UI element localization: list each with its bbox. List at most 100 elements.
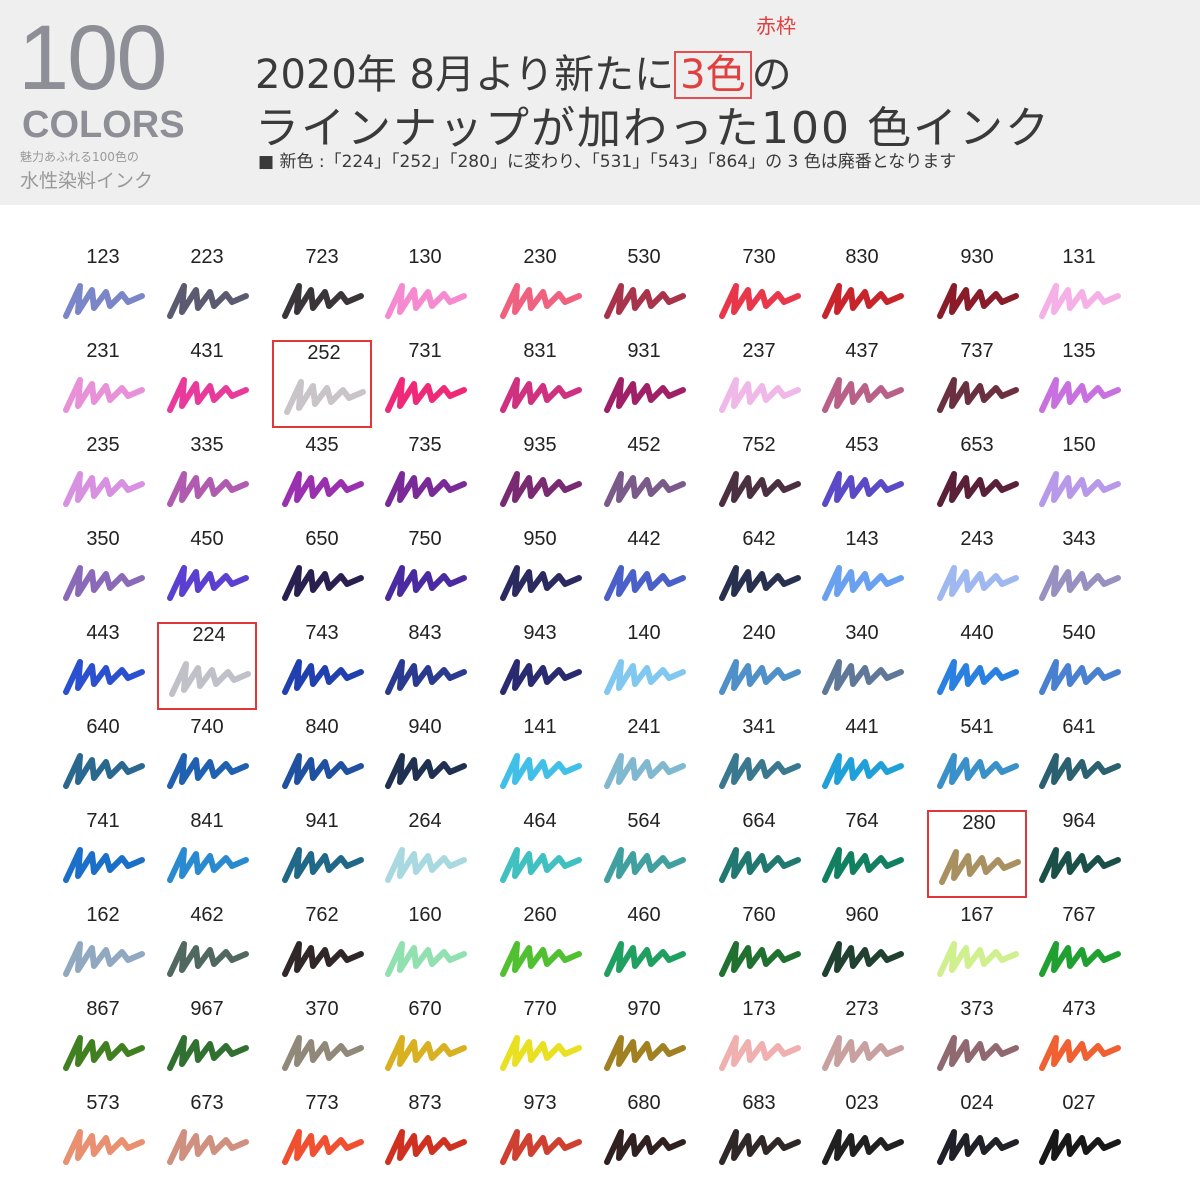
swatch-435: 435 [272,434,372,522]
ink-stroke-path [284,379,366,415]
ink-stroke [500,565,582,601]
swatch-code: 970 [627,998,661,1020]
ink-stroke [385,471,467,507]
swatch-code: 737 [960,340,994,362]
ink-stroke-path [604,1129,686,1165]
ink-stroke-path [63,565,145,601]
swatch-150: 150 [1029,434,1129,522]
swatch-143: 143 [812,528,912,616]
ink-stroke-path [719,847,801,883]
ink-stroke [385,1035,467,1071]
ink-stroke-path [1039,847,1121,883]
ink-stroke [822,1035,904,1071]
swatch-767: 767 [1029,904,1129,992]
swatch-code: 260 [523,904,557,926]
ink-stroke [385,753,467,789]
ink-stroke-path [719,659,801,695]
swatch-code: 240 [742,622,776,644]
ink-stroke [63,283,145,319]
ink-stroke [719,377,801,413]
ink-stroke [282,847,364,883]
swatch-770: 770 [490,998,590,1086]
ink-stroke [500,659,582,695]
ink-stroke [284,379,366,415]
swatch-code: 973 [523,1092,557,1114]
ink-stroke-path [63,941,145,977]
swatch-code: 930 [960,246,994,268]
swatch-024: 024 [927,1092,1027,1180]
ink-stroke [719,1129,801,1165]
ink-stroke [63,565,145,601]
ink-stroke-path [500,847,582,883]
swatch-462: 462 [157,904,257,992]
swatch-code: 173 [742,998,776,1020]
swatch-code: 431 [190,340,224,362]
swatch-840: 840 [272,716,372,804]
headline-post: の [751,52,792,98]
swatch-code: 162 [86,904,120,926]
ink-stroke-path [604,283,686,319]
ink-stroke [63,847,145,883]
ink-stroke-path [385,471,467,507]
new-colors-note: ■ 新色 :「224」「252」「280」に変わり、「531」「543」「864… [258,152,957,172]
ink-stroke-path [500,283,582,319]
swatch-code: 770 [523,998,557,1020]
swatch-741: 741 [53,810,153,898]
ink-stroke-path [63,283,145,319]
swatch-450: 450 [157,528,257,616]
ink-stroke-path [282,753,364,789]
ink-stroke-path [937,377,1019,413]
swatch-460: 460 [594,904,694,992]
ink-stroke-path [937,1129,1019,1165]
swatch-code: 273 [845,998,879,1020]
ink-stroke [604,847,686,883]
swatch-167: 167 [927,904,1027,992]
ink-stroke-path [63,1129,145,1165]
ink-stroke [167,471,249,507]
ink-stroke-path [1039,753,1121,789]
swatch-964: 964 [1029,810,1129,898]
ink-stroke-path [604,941,686,977]
swatch-235: 235 [53,434,153,522]
ink-stroke-path [282,941,364,977]
swatch-code: 740 [190,716,224,738]
swatch-code: 735 [408,434,442,456]
ink-stroke-path [822,1129,904,1165]
swatch-237: 237 [709,340,809,428]
swatch-350: 350 [53,528,153,616]
swatch-723: 723 [272,246,372,334]
ink-stroke-path [822,565,904,601]
ink-stroke-path [167,471,249,507]
ink-stroke-path [167,1129,249,1165]
ink-stroke [719,659,801,695]
ink-stroke [937,565,1019,601]
swatch-431: 431 [157,340,257,428]
swatch-code: 741 [86,810,120,832]
ink-stroke-path [282,471,364,507]
swatch-340: 340 [812,622,912,710]
ink-stroke [1039,753,1121,789]
swatch-code: 680 [627,1092,661,1114]
ink-stroke [63,1035,145,1071]
ink-stroke [500,1035,582,1071]
swatch-code: 640 [86,716,120,738]
swatch-code: 940 [408,716,442,738]
ink-stroke-path [282,659,364,695]
ink-stroke [604,659,686,695]
ink-stroke [385,941,467,977]
swatch-941: 941 [272,810,372,898]
ink-stroke [937,659,1019,695]
ink-stroke [1039,377,1121,413]
ink-stroke-path [1039,941,1121,977]
ink-stroke [63,471,145,507]
swatch-473: 473 [1029,998,1129,1086]
ink-stroke-path [822,659,904,695]
ink-stroke [719,283,801,319]
ink-stroke [385,377,467,413]
ink-stroke [822,1129,904,1165]
swatch-code: 762 [305,904,339,926]
ink-stroke [167,941,249,977]
swatch-code: 743 [305,622,339,644]
ink-stroke [282,471,364,507]
